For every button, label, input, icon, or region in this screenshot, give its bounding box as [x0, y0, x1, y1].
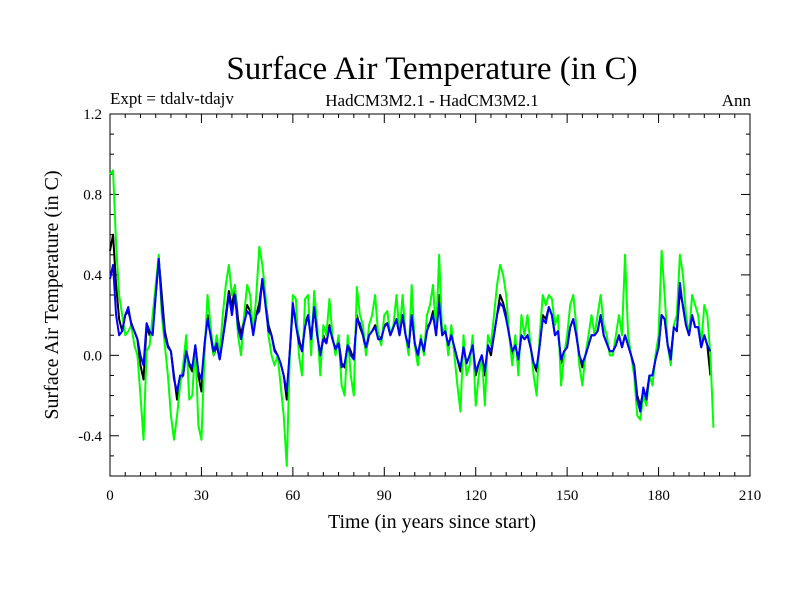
x-tick-label: 90: [377, 488, 392, 504]
model-label: HadCM3M2.1 - HadCM3M2.1: [325, 91, 538, 110]
y-axis-label: Surface Air Temperature (in C): [41, 170, 63, 419]
series-line-green: [109, 169, 715, 467]
season-label: Ann: [722, 91, 752, 110]
y-tick-label: 0.8: [83, 187, 102, 203]
plot-frame: [109, 113, 751, 477]
plot-area: 0 30 60 90 120 150 180 210 -0.4 0.0 0.4 0.8 1.2: [78, 107, 761, 504]
y-tick-label: 0.0: [83, 348, 102, 364]
series-line-blue: [109, 257, 712, 413]
x-tick-label: 30: [194, 488, 209, 504]
x-tick-label: 150: [556, 488, 579, 504]
x-tick-label: 0: [106, 488, 114, 504]
x-tick-label: 180: [647, 488, 670, 504]
y-tick-label: 1.2: [83, 107, 102, 123]
y-tick-label: 0.4: [83, 268, 102, 284]
x-tick-label: 60: [285, 488, 300, 504]
x-axis-label: Time (in years since start): [328, 511, 536, 533]
experiment-label: Expt = tdalv-tdajv: [110, 89, 234, 108]
y-tick-label: -0.4: [78, 429, 102, 445]
chart-title: Surface Air Temperature (in C): [226, 51, 637, 87]
x-tick-label: 210: [739, 488, 762, 504]
x-tick-label: 120: [464, 488, 487, 504]
